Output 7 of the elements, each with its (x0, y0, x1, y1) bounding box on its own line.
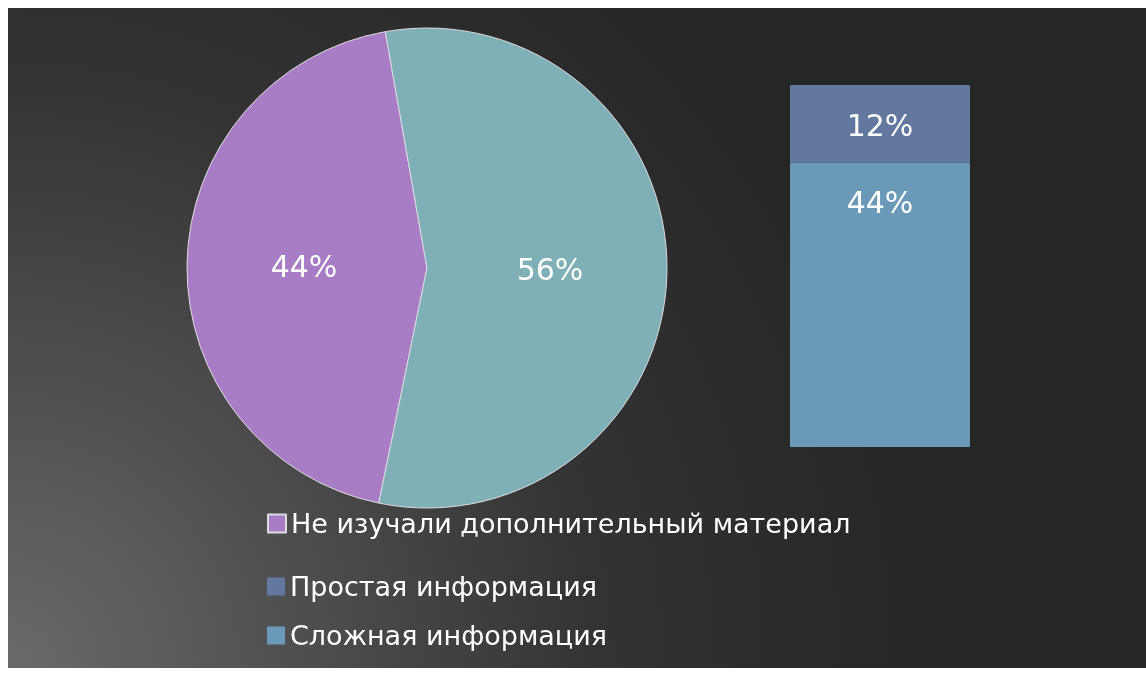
legend-label: Не изучали дополнительный материал (291, 508, 851, 539)
legend-label: Сложная информация (290, 620, 607, 651)
legend-label: Простая информация (290, 571, 597, 602)
data-label: 44% (846, 185, 914, 221)
data-label: 56% (516, 252, 584, 288)
data-label: 44% (270, 248, 338, 284)
data-label: 12% (846, 107, 914, 143)
